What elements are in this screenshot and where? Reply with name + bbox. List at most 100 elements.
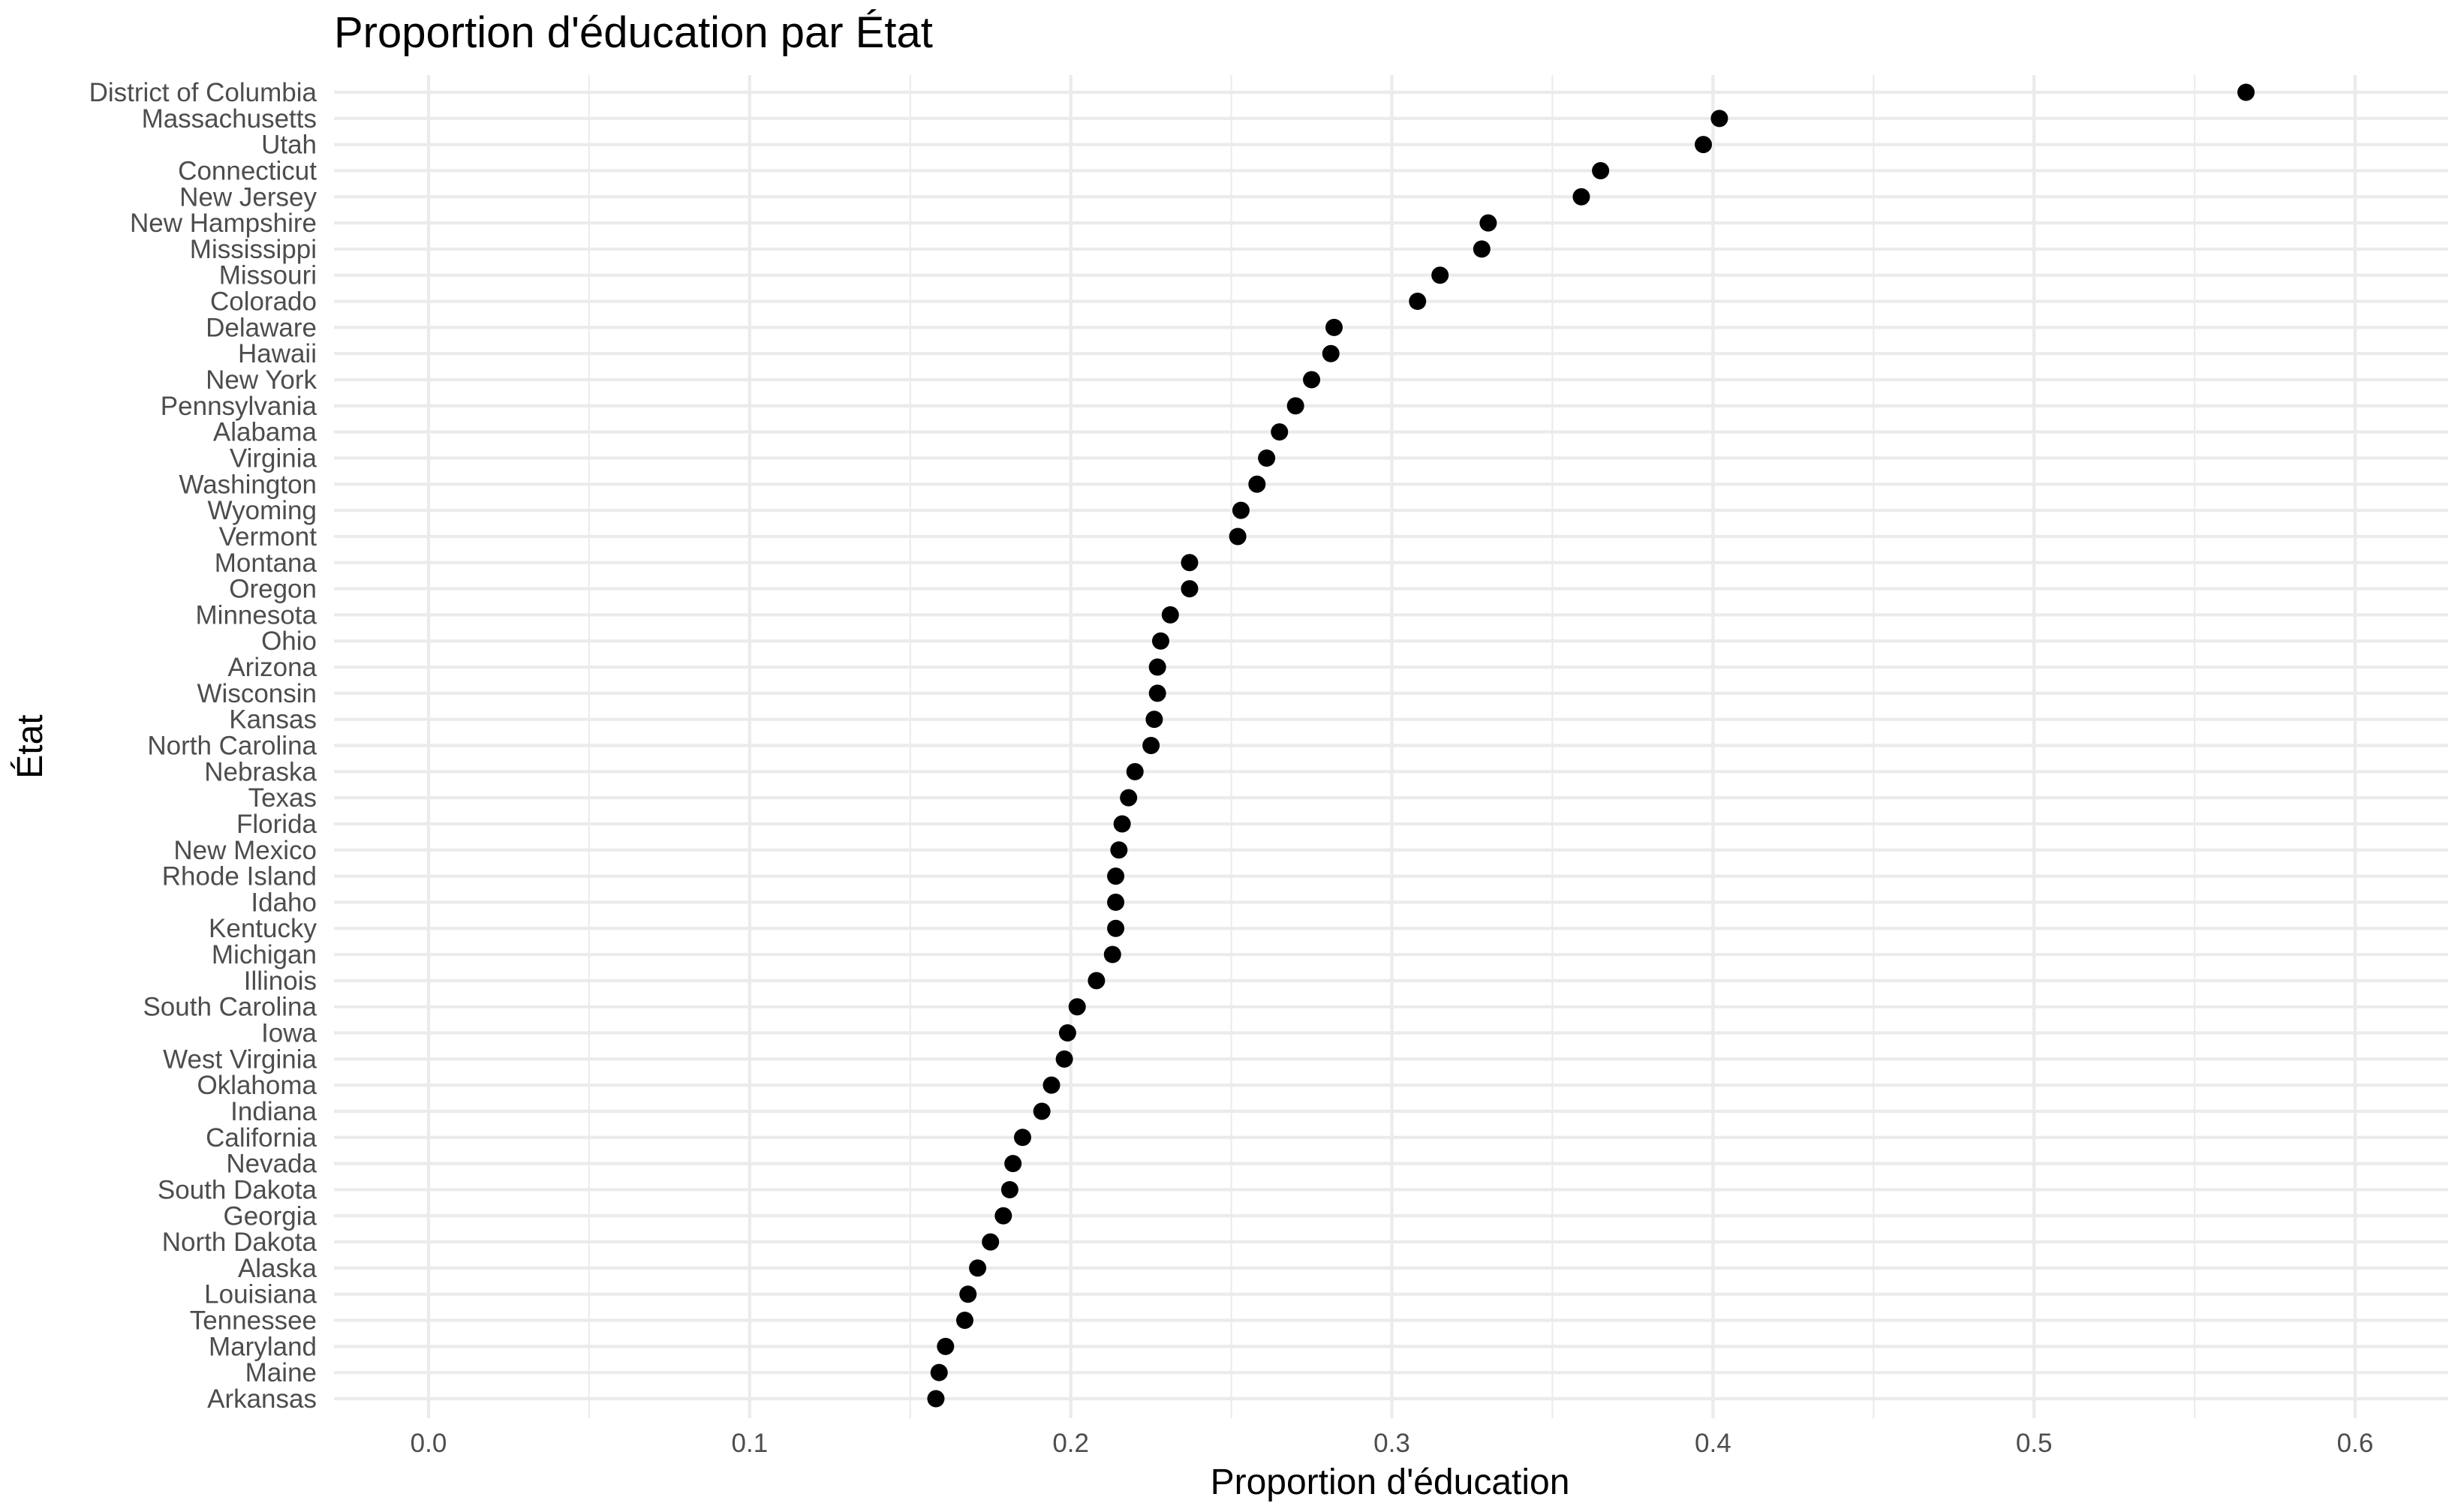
y-tick-label: Texas xyxy=(248,783,317,813)
y-tick-label: Arkansas xyxy=(207,1384,317,1414)
y-tick-label: Pennsylvania xyxy=(161,392,317,421)
data-point xyxy=(1232,501,1250,519)
y-tick-label: Vermont xyxy=(219,522,317,552)
data-point xyxy=(1107,893,1125,911)
y-tick-label: Hawaii xyxy=(238,339,317,368)
data-point xyxy=(1322,344,1340,362)
data-point xyxy=(1271,423,1289,441)
y-tick-label: Maryland xyxy=(209,1332,317,1361)
data-point xyxy=(1409,293,1427,311)
x-tick-label: 0.6 xyxy=(2337,1429,2374,1458)
data-point xyxy=(1148,684,1166,702)
data-point xyxy=(1042,1076,1061,1094)
data-point xyxy=(1431,266,1449,284)
y-axis-title: État xyxy=(11,714,50,778)
y-tick-label: Massachusetts xyxy=(142,104,317,134)
data-point xyxy=(1694,136,1712,154)
y-tick-label: New York xyxy=(206,365,317,395)
x-tick-label: 0.0 xyxy=(411,1429,447,1458)
y-tick-label: South Dakota xyxy=(158,1175,317,1204)
y-tick-label: New Mexico xyxy=(173,836,317,865)
data-point xyxy=(1325,318,1343,336)
data-point xyxy=(1479,214,1497,232)
y-tick-label: Nevada xyxy=(226,1150,317,1179)
data-point xyxy=(1088,972,1106,990)
y-tick-label: Indiana xyxy=(230,1097,317,1126)
y-tick-label: Florida xyxy=(236,810,317,839)
data-point xyxy=(927,1390,945,1408)
y-tick-label: Mississippi xyxy=(190,235,317,264)
y-tick-labels: District of ColumbiaMassachusettsUtahCon… xyxy=(89,78,317,1414)
data-point xyxy=(937,1337,955,1355)
data-point xyxy=(1161,606,1179,624)
data-point xyxy=(1229,528,1247,546)
data-point xyxy=(1710,110,1728,128)
data-point xyxy=(1286,397,1304,415)
data-point xyxy=(1572,188,1590,206)
x-axis-title: Proportion d'éducation xyxy=(1211,1462,1570,1502)
x-tick-label: 0.5 xyxy=(2016,1429,2053,1458)
data-point xyxy=(969,1259,987,1277)
data-point xyxy=(1258,449,1276,467)
data-point xyxy=(1126,762,1144,780)
x-tick-label: 0.4 xyxy=(1695,1429,1731,1458)
data-point xyxy=(1592,161,1610,179)
data-point xyxy=(1055,1050,1073,1068)
data-point xyxy=(1110,841,1128,859)
points-layer xyxy=(927,83,2255,1408)
y-tick-label: South Carolina xyxy=(143,993,317,1022)
y-tick-label: North Dakota xyxy=(162,1228,317,1257)
data-point xyxy=(1181,554,1199,572)
y-tick-label: Delaware xyxy=(206,313,317,342)
y-tick-label: Alabama xyxy=(213,418,317,447)
y-tick-label: Connecticut xyxy=(178,156,317,185)
data-point xyxy=(1142,737,1160,754)
y-tick-label: Utah xyxy=(261,131,317,160)
data-point xyxy=(2237,83,2255,101)
y-tick-label: Wyoming xyxy=(207,496,317,525)
y-tick-label: New Jersey xyxy=(179,182,317,212)
data-point xyxy=(1000,1180,1018,1198)
data-point xyxy=(1103,945,1121,963)
data-point xyxy=(1248,475,1266,493)
y-tick-label: District of Columbia xyxy=(89,78,317,107)
data-point xyxy=(1181,580,1199,598)
data-point xyxy=(1148,658,1166,676)
data-point xyxy=(1113,815,1131,833)
data-point xyxy=(1058,1024,1076,1042)
y-tick-label: Virginia xyxy=(230,443,317,473)
data-point xyxy=(1145,711,1163,729)
y-tick-label: Louisiana xyxy=(204,1280,317,1309)
data-point xyxy=(1013,1129,1031,1147)
y-tick-label: Nebraska xyxy=(204,757,317,786)
y-tick-label: Alaska xyxy=(238,1254,317,1283)
y-tick-label: Oregon xyxy=(229,575,317,604)
y-tick-label: Ohio xyxy=(261,627,317,656)
y-tick-label: Iowa xyxy=(261,1019,317,1048)
y-tick-label: Arizona xyxy=(227,653,317,682)
grid-layer xyxy=(334,75,2448,1418)
data-point xyxy=(982,1233,1000,1251)
x-tick-label: 0.1 xyxy=(732,1429,769,1458)
y-tick-label: Wisconsin xyxy=(197,679,317,708)
y-tick-label: Kansas xyxy=(229,705,317,735)
y-tick-label: Tennessee xyxy=(190,1306,317,1336)
data-point xyxy=(959,1285,977,1303)
y-tick-label: Illinois xyxy=(244,966,317,996)
data-point xyxy=(1107,867,1125,885)
data-point xyxy=(1120,789,1138,807)
data-point xyxy=(1473,240,1491,258)
y-tick-label: Maine xyxy=(245,1358,317,1387)
y-tick-label: Montana xyxy=(215,549,317,578)
y-tick-label: Missouri xyxy=(219,261,317,290)
x-tick-labels: 0.0 0.1 0.2 0.3 0.4 0.5 0.6 xyxy=(411,1429,2374,1458)
y-tick-label: Oklahoma xyxy=(197,1071,317,1100)
data-point xyxy=(1107,919,1125,937)
y-tick-label: California xyxy=(206,1123,317,1153)
y-tick-label: West Virginia xyxy=(163,1045,317,1074)
y-tick-label: Minnesota xyxy=(196,600,317,630)
x-tick-label: 0.2 xyxy=(1052,1429,1089,1458)
y-tick-label: Rhode Island xyxy=(162,862,317,891)
